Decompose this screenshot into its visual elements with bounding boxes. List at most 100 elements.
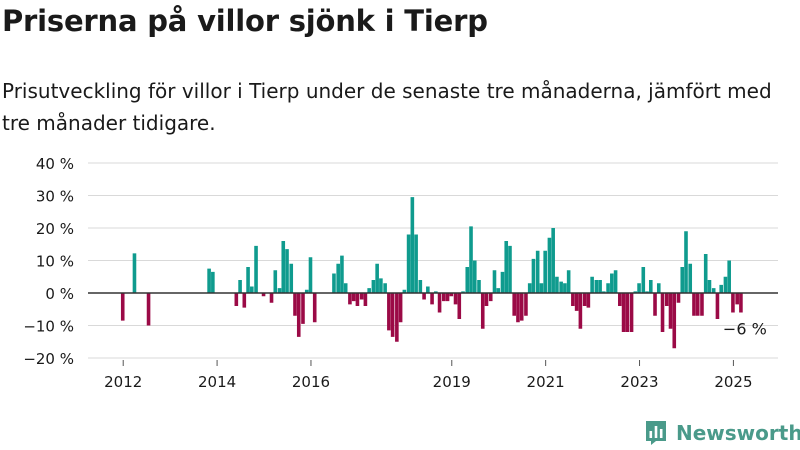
bar <box>465 267 470 293</box>
bar <box>524 293 528 316</box>
x-tick-label: 2014 <box>198 373 236 391</box>
bar <box>692 293 696 316</box>
x-tick-label: 2025 <box>714 373 752 391</box>
bar <box>727 260 731 293</box>
bar <box>551 228 555 293</box>
newsworthy-logo-icon <box>646 421 666 445</box>
bar <box>453 293 458 305</box>
bar <box>238 280 242 293</box>
y-tick-label: 0 % <box>45 285 74 303</box>
bar <box>508 245 512 293</box>
bar <box>715 293 720 319</box>
bar <box>355 293 360 306</box>
bar <box>739 293 743 313</box>
bar <box>371 280 376 293</box>
bar <box>512 293 517 316</box>
bar <box>527 283 532 293</box>
x-tick-label: 2023 <box>620 373 658 391</box>
bar <box>343 283 348 293</box>
bar <box>472 260 477 293</box>
bar <box>211 271 215 293</box>
bar <box>621 293 626 332</box>
bar <box>566 270 571 293</box>
bar <box>414 234 418 293</box>
bar <box>531 258 536 293</box>
bar <box>312 293 317 323</box>
annotations: −6 % <box>723 320 767 339</box>
bar <box>735 293 739 305</box>
bars <box>120 197 743 349</box>
bar <box>653 293 657 316</box>
bar <box>336 263 340 293</box>
bar <box>269 293 274 303</box>
bar <box>641 267 646 293</box>
bar <box>629 293 634 332</box>
bar <box>703 254 708 293</box>
bar <box>308 257 313 293</box>
bar <box>711 288 716 293</box>
bar <box>559 281 563 293</box>
bar <box>398 293 403 323</box>
bar <box>340 255 344 293</box>
bar <box>457 293 462 319</box>
bar <box>387 293 391 331</box>
bar <box>555 276 559 293</box>
bar <box>571 293 575 306</box>
brand-name: Newsworthy <box>676 421 800 445</box>
bar <box>351 293 356 302</box>
y-tick-label: 10 % <box>36 253 74 271</box>
bar <box>610 273 614 293</box>
bar <box>625 293 630 332</box>
bar <box>146 293 151 326</box>
bar <box>437 293 442 313</box>
bar <box>695 293 700 316</box>
bar <box>496 288 501 293</box>
bar <box>402 289 407 293</box>
bar <box>289 263 294 293</box>
bar <box>688 263 693 293</box>
bar <box>582 293 587 306</box>
last-value-annotation: −6 % <box>723 320 767 339</box>
y-tick-label: −10 % <box>23 318 74 336</box>
x-tick-label: 2016 <box>292 373 330 391</box>
bar <box>367 288 371 293</box>
bar <box>519 293 524 321</box>
bar <box>406 234 411 293</box>
y-tick-label: −20 % <box>23 350 74 368</box>
bar <box>613 270 618 293</box>
bar <box>672 293 677 349</box>
bar <box>563 283 567 293</box>
bar <box>418 280 423 293</box>
bar <box>574 293 579 311</box>
bar <box>477 280 481 293</box>
bar <box>332 273 336 293</box>
y-tick-label: 20 % <box>36 220 74 238</box>
bar <box>348 293 352 305</box>
bar <box>500 271 505 293</box>
bar <box>731 293 735 313</box>
bar <box>293 293 297 316</box>
bar <box>261 293 266 297</box>
bar <box>422 293 426 300</box>
bar <box>461 291 465 293</box>
bar <box>254 245 258 293</box>
bar <box>480 293 485 329</box>
x-tick-label: 2021 <box>527 373 565 391</box>
bar <box>363 293 368 306</box>
bar <box>504 241 509 293</box>
bar <box>434 291 438 293</box>
x-tick-label: 2012 <box>104 373 142 391</box>
bar <box>484 293 489 306</box>
bar <box>660 293 665 332</box>
bar <box>234 293 239 306</box>
bar <box>390 293 395 337</box>
bar <box>668 293 673 329</box>
bar <box>242 293 247 308</box>
y-axis-tick-labels: −20 % −10 % 0 % 10 % 20 % 30 % 40 % <box>23 155 74 368</box>
bar <box>383 283 387 293</box>
bar <box>492 270 497 293</box>
bar <box>304 289 309 293</box>
x-axis-ticks: 2012 2014 2016 2019 2021 2023 2025 <box>104 360 753 391</box>
brand-footer: Newsworthy <box>644 419 800 447</box>
